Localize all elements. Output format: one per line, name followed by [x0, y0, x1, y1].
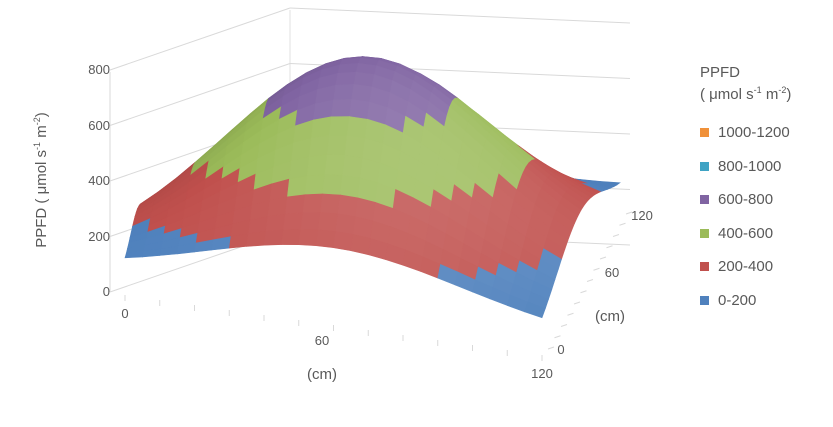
legend-swatch: [700, 228, 709, 238]
y-tick-mark: [612, 234, 620, 237]
legend-label: 1000-1200: [718, 124, 790, 142]
legend-label: 800-1000: [718, 157, 782, 175]
z-axis-label: PPFD ( μmol s-1 m-2): [32, 112, 50, 248]
gridline-right-4: [289, 7, 631, 24]
surface-facet: [310, 116, 332, 139]
legend-item-1000-1200: 1000-1200: [700, 116, 830, 150]
surface-facet: [348, 98, 370, 120]
surface-facet: [322, 174, 343, 196]
surface-facet: [281, 229, 302, 246]
legend: PPFD ( μmol s-1 m-2) 1000-1200 800-1000 …: [700, 62, 830, 317]
legend-title: PPFD ( μmol s-1 m-2): [700, 62, 830, 106]
legend-item-200-400: 200-400: [700, 250, 830, 284]
surface-facet: [298, 229, 319, 247]
y-tick-mark: [567, 312, 574, 316]
surface-facet: [315, 229, 337, 249]
y-tick-mark: [599, 256, 607, 260]
x-axis-labels: 0 60 120 (cm): [121, 306, 552, 383]
surface-facet: [346, 116, 368, 139]
legend-item-600-800: 600-800: [700, 183, 830, 217]
surface-facet: [524, 301, 546, 319]
surface-facet: [337, 194, 359, 218]
surface-facet: [328, 116, 350, 136]
surface-facet: [326, 135, 348, 156]
surface-facet: [337, 62, 359, 74]
y-tick-mark: [606, 245, 613, 249]
surface-facet: [265, 213, 286, 232]
surface-facet: [344, 135, 366, 159]
y-tick-mark: [554, 335, 561, 339]
z-tick-600: 600: [88, 118, 110, 133]
y-axis-labels: 0 60 120 (cm): [557, 208, 652, 357]
legend-swatch: [700, 295, 709, 305]
legend-item-400-600: 400-600: [700, 217, 830, 251]
legend-swatch: [700, 195, 709, 205]
surface-facet: [317, 212, 339, 232]
surface-facet: [285, 194, 306, 215]
y-tick-0: 0: [557, 342, 564, 357]
surface-facet: [335, 71, 357, 86]
x-tick-60: 60: [315, 333, 329, 348]
surface-facet: [335, 213, 356, 235]
z-tick-400: 400: [88, 173, 110, 188]
y-tick-120: 120: [631, 208, 653, 223]
surface-facet: [351, 83, 373, 103]
surface-facet: [246, 231, 267, 247]
y-tick-mark: [560, 324, 568, 327]
surface-facet: [320, 193, 341, 215]
surface-facet: [283, 212, 304, 231]
legend-swatch: [700, 161, 709, 171]
surface-facet: [333, 83, 355, 101]
surface-facet: [302, 193, 323, 213]
surface-facet: [339, 174, 361, 199]
legend-title-line2: ( μmol s-1 m-2): [700, 85, 792, 104]
y-tick-mark: [593, 267, 600, 271]
surface-facet: [300, 212, 321, 231]
x-tick-120: 120: [531, 366, 553, 381]
x-axis-label: (cm): [307, 366, 337, 383]
y-tick-60: 60: [605, 265, 619, 280]
surface-facet: [263, 229, 284, 246]
surface-facet: [304, 174, 326, 196]
z-tick-200: 200: [88, 229, 110, 244]
surface-facet: [308, 135, 330, 158]
legend-swatch: [700, 128, 709, 138]
legend-label: 200-400: [718, 258, 774, 276]
z-tick-labels: 0 200 400 600 800: [88, 62, 110, 299]
surface-facet: [287, 175, 308, 198]
y-tick-mark: [586, 279, 594, 282]
y-tick-mark: [619, 222, 626, 226]
z-tick-0: 0: [103, 284, 110, 299]
legend-item-0-200: 0-200: [700, 284, 830, 318]
z-tick-800: 800: [88, 62, 110, 77]
y-tick-mark: [625, 211, 633, 215]
y-axis-label: (cm): [595, 308, 625, 325]
surface-facet: [333, 231, 354, 252]
legend-label: 600-800: [718, 191, 774, 209]
legend-item-800-1000: 800-1000: [700, 150, 830, 184]
x-tick-0: 0: [121, 306, 128, 321]
legend-label: 0-200: [718, 291, 757, 309]
legend-title-line1: PPFD: [700, 64, 741, 81]
gridline-left-3: [109, 63, 291, 126]
legend-swatch: [700, 262, 709, 272]
y-tick-mark: [580, 290, 587, 294]
surface-facet: [330, 98, 352, 118]
ppfd-surface: [124, 56, 621, 319]
surface-facet: [342, 154, 363, 179]
gridline-left-4: [109, 7, 291, 71]
legend-label: 400-600: [718, 224, 774, 242]
floor-tick-marks: [124, 211, 633, 361]
surface-facet: [324, 154, 346, 176]
surface-facet: [306, 154, 328, 177]
y-tick-mark: [573, 301, 581, 305]
y-tick-mark: [547, 346, 555, 350]
